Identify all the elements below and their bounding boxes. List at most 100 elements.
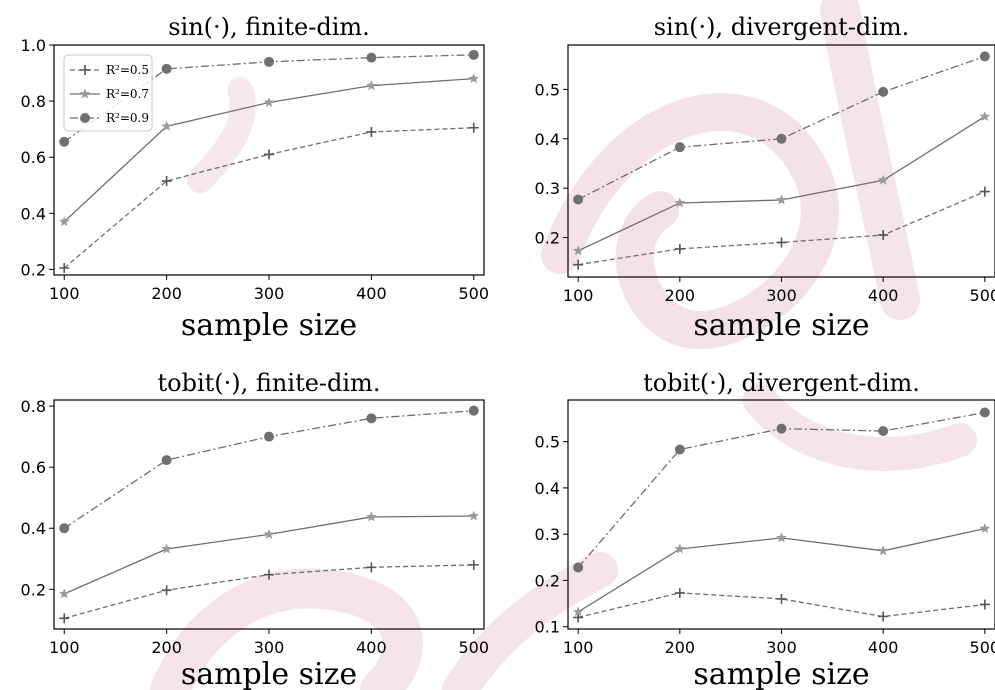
legend-label: R²=0.7 [106,87,149,101]
chart-panel-3: tobit(·), finite-dim. 100 200 300 400 500 0.2 0… [21,369,489,690]
series-1 [59,122,479,273]
x-tick-label: 500 [970,286,995,305]
data-point-plus-4 [878,611,889,622]
y-tick-label: 0.8 [21,397,46,416]
series-3 [59,405,479,534]
data-point-circle-1 [573,562,584,573]
y-tick-label: 0.6 [21,458,46,477]
data-point-circle-5 [468,49,479,60]
series-line [577,55,986,201]
x-tick-label: 100 [49,638,80,657]
x-tick-label: 100 [563,638,594,657]
data-point-plus-1 [59,613,70,624]
y-tick-label: 0.4 [21,204,46,223]
data-point-star-1 [572,606,584,617]
legend: R²=0.5 R²=0.7 R²=0.9 [63,54,153,132]
data-point-plus-4 [878,230,889,241]
data-point-circle-5 [468,405,479,416]
x-tick-label: 400 [868,638,899,657]
x-tick-label: 500 [458,284,489,303]
legend-label: R²=0.9 [106,111,149,125]
data-point-circle-2 [674,444,685,455]
x-tick-label: 200 [665,286,696,305]
data-point-star-1 [59,216,70,227]
data-point-plus-2 [161,585,172,596]
x-tick-label: 200 [151,638,182,657]
x-tick-label: 300 [766,638,797,657]
y-tick-label: 0.4 [535,130,560,149]
y-tick-label: 0.6 [21,148,46,167]
series-1 [573,587,990,623]
data-point-circle-4 [366,413,377,424]
data-point-plus-5 [468,122,479,133]
data-point-circle-3 [776,423,787,434]
data-point-star-2 [674,197,686,208]
data-point-star-4 [877,174,889,185]
legend-label: R²=0.5 [106,63,149,77]
data-point-plus-3 [264,149,274,160]
data-point-circle-legend-3 [80,113,90,123]
data-point-circle-1 [59,136,70,147]
chart-panel-1: sin(·), finite-dim. 100 200 300 400 500 0.2 0.4… [21,13,489,343]
y-tick-label: 0.2 [535,229,560,248]
data-point-plus-4 [366,562,377,573]
y-tick-label: 0.4 [21,519,46,538]
y-tick-label: 0.2 [21,260,46,279]
data-point-plus-2 [674,587,685,598]
data-point-star-2 [674,543,686,554]
data-point-star-5 [468,510,479,521]
x-tick-label: 100 [563,286,594,305]
series-line [63,127,474,269]
y-tick-label: 0.3 [535,179,560,198]
data-point-circle-5 [979,407,990,418]
data-point-circle-1 [59,523,70,534]
series-2 [59,510,479,599]
x-tick-label: 400 [868,286,899,305]
chart-title: sin(·), finite-dim. [168,13,370,41]
data-point-star-5 [468,73,479,84]
data-point-circle-4 [878,86,889,97]
series-2 [59,73,479,227]
x-axis-label: sample size [181,308,357,343]
data-point-circle-2 [674,142,685,153]
data-point-plus-3 [776,593,787,604]
data-point-star-5 [979,111,991,122]
series-3 [573,51,990,205]
data-point-plus-4 [366,126,377,137]
y-tick-label: 0.2 [535,571,560,590]
chart-panel-2: sin(·), divergent-dim. 100 200 300 400 500 0.2… [535,13,995,343]
series-line [63,410,474,529]
data-point-star-4 [366,80,377,91]
legend-box [63,54,153,132]
data-point-star-5 [979,523,991,534]
x-tick-label: 300 [766,286,797,305]
x-tick-label: 200 [665,638,696,657]
data-point-circle-4 [878,425,889,436]
series-1 [573,186,990,270]
x-tick-label: 100 [49,284,80,303]
data-point-star-3 [776,194,787,205]
x-axis-label: sample size [693,308,869,343]
data-point-circle-3 [264,431,274,442]
data-point-plus-2 [674,243,685,254]
data-point-star-1 [572,245,584,256]
chart-title: tobit(·), finite-dim. [158,369,381,397]
x-tick-label: 400 [356,284,387,303]
data-point-plus-5 [979,186,990,197]
data-point-star-3 [776,532,787,543]
series-2 [572,111,991,256]
data-point-circle-4 [366,52,377,63]
x-tick-label: 300 [254,284,285,303]
x-tick-label: 200 [151,284,182,303]
chart-title: tobit(·), divergent-dim. [643,369,920,397]
y-tick-label: 0.8 [21,92,46,111]
data-point-star-4 [877,545,889,556]
y-tick-label: 0.3 [535,525,560,544]
series-line [63,515,474,595]
data-point-star-2 [161,120,172,131]
y-tick-label: 0.5 [535,80,560,99]
data-point-plus-3 [776,237,787,248]
x-tick-label: 500 [970,638,995,657]
